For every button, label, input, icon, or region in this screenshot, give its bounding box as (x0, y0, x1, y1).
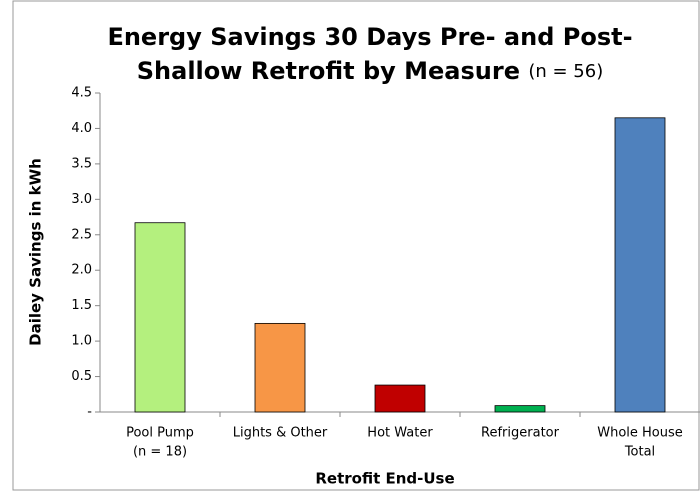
x-tick-label: (n = 18) (133, 445, 187, 460)
bar (614, 117, 666, 413)
y-tick-label: 2.5 (71, 227, 92, 242)
bar (134, 222, 186, 413)
x-axis-title: Retrofit End-Use (315, 470, 454, 488)
y-tick-label: 4.5 (71, 86, 92, 101)
x-tick-label: Refrigerator (481, 426, 560, 441)
chart-title: Shallow Retrofit by Measure (n = 56) (137, 57, 603, 85)
y-tick-label: 3.5 (71, 156, 92, 171)
y-tick-label: 2.0 (71, 263, 92, 278)
y-tick-label: 4.0 (71, 121, 92, 136)
y-tick-label: - (87, 405, 92, 420)
x-tick-label: Pool Pump (126, 426, 194, 441)
x-tick-label: Hot Water (367, 426, 433, 441)
bar (374, 384, 426, 413)
y-tick-label: 1.0 (71, 334, 92, 349)
chart-title: Shallow Retrofit by Measure (137, 57, 520, 85)
bar (494, 405, 546, 413)
bar (254, 322, 306, 413)
x-tick-label: Lights & Other (233, 426, 328, 441)
title-note: (n = 56) (528, 61, 603, 82)
y-tick-label: 1.5 (71, 298, 92, 313)
x-tick-label: Total (624, 445, 655, 460)
y-tick-label: 3.0 (71, 192, 92, 207)
y-tick-label: 0.5 (71, 369, 92, 384)
chart-title: Energy Savings 30 Days Pre- and Post- (107, 23, 632, 51)
x-tick-label: Whole House (597, 426, 683, 441)
y-axis-title: Dailey Savings in kWh (27, 158, 45, 346)
chart-frame (12, 0, 700, 491)
